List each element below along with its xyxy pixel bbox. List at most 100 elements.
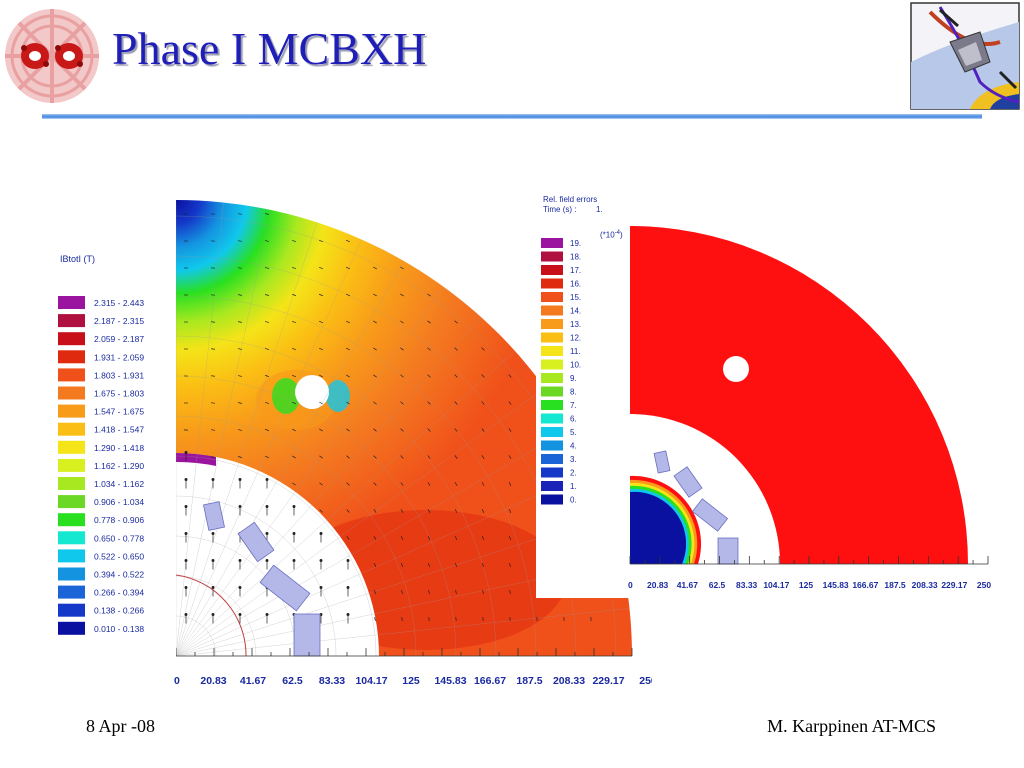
field-vector xyxy=(346,455,350,459)
error-plot-axis-labels: 0 20.83 41.67 62.5 83.33 104.17 125 145.83 166.6… xyxy=(628,580,991,590)
field-vector xyxy=(400,563,404,567)
legend-value-label: 0. xyxy=(570,496,577,505)
field-vector xyxy=(264,267,270,269)
legend-range-label: 1.418 - 1.547 xyxy=(94,425,144,435)
axis-tick-label: 250 xyxy=(977,580,991,590)
axis-tick-label: 20.83 xyxy=(647,580,669,590)
legend-range-label: 1.931 - 2.059 xyxy=(94,352,144,362)
legend-swatch xyxy=(58,404,85,418)
title-divider xyxy=(42,114,982,119)
legend-swatch xyxy=(541,305,563,316)
legend-swatch xyxy=(58,621,85,635)
mesh-line xyxy=(176,239,362,656)
legend-value-label: 17. xyxy=(570,266,581,275)
axis-tick-label: 62.5 xyxy=(282,675,303,687)
legend-range-label: 0.522 - 0.650 xyxy=(94,551,144,561)
legend-swatch xyxy=(541,251,563,262)
field-vector xyxy=(401,616,403,622)
axis-tick-label: 250 xyxy=(639,675,652,687)
axis-tick-label: 145.83 xyxy=(823,580,849,590)
exponent-power: -4 xyxy=(614,230,621,236)
field-legend: 2.315 - 2.443 2.187 - 2.315 2.059 - 2.187 1… xyxy=(58,296,144,635)
field-vector xyxy=(346,320,350,324)
field-vector xyxy=(292,455,296,459)
legend-value-label: 6. xyxy=(570,415,577,424)
legend-range-label: 2.315 - 2.443 xyxy=(94,298,144,308)
legend-value-label: 13. xyxy=(570,320,581,329)
field-vector xyxy=(454,455,458,459)
field-vector-head xyxy=(319,559,323,562)
field-vector-head xyxy=(265,505,269,508)
axis-tick-label: 187.5 xyxy=(516,675,542,687)
legend-range-label: 0.394 - 0.522 xyxy=(94,570,144,580)
field-vector xyxy=(454,401,458,405)
field-vector xyxy=(427,347,431,351)
legend-swatch xyxy=(541,292,563,302)
legend-swatch xyxy=(541,346,563,356)
field-vector xyxy=(237,402,243,404)
legend-range-label: 2.187 - 2.315 xyxy=(94,316,144,326)
mesh-line xyxy=(176,495,337,656)
field-vector xyxy=(373,536,377,540)
field-vector-head xyxy=(184,613,188,616)
field-vector xyxy=(455,616,457,622)
legend-swatch xyxy=(58,585,85,599)
field-vector xyxy=(265,428,269,432)
legend-range-label: 0.266 - 0.394 xyxy=(94,588,144,598)
field-vector-head xyxy=(346,586,350,589)
field-vector xyxy=(319,455,323,459)
field-vector xyxy=(481,374,485,378)
legend-value-label: 9. xyxy=(570,374,577,383)
field-vector xyxy=(373,401,377,405)
field-vector-head xyxy=(265,532,269,535)
footer-author: M. Karppinen AT-MCS xyxy=(767,716,936,736)
error-core-region xyxy=(630,475,702,564)
field-vector xyxy=(292,428,296,432)
mesh-line xyxy=(176,575,257,656)
legend-range-label: 0.778 - 0.906 xyxy=(94,515,144,525)
legend-range-label: 0.010 - 0.138 xyxy=(94,624,144,634)
field-vector xyxy=(291,321,297,323)
field-vector xyxy=(264,401,270,405)
field-vector-head xyxy=(211,478,215,481)
error-scale-exponent: (*10-4) xyxy=(600,230,623,240)
field-vector xyxy=(373,374,377,378)
field-vector xyxy=(264,240,270,242)
field-legend-title: IBtotI (T) xyxy=(60,254,96,264)
mesh-line xyxy=(176,615,217,656)
field-vector xyxy=(373,428,377,432)
field-vector xyxy=(427,562,431,568)
field-vector xyxy=(319,374,323,378)
legend-value-label: 18. xyxy=(570,253,581,262)
field-vector xyxy=(428,589,430,595)
field-vector xyxy=(292,347,296,351)
field-vector-head xyxy=(346,559,350,562)
field-vector xyxy=(237,456,243,458)
mesh-line xyxy=(176,455,377,656)
field-vector xyxy=(237,240,243,242)
field-vector xyxy=(454,428,458,432)
field-vector xyxy=(373,509,377,513)
legend-swatch xyxy=(541,319,563,329)
field-vector xyxy=(210,429,216,431)
legend-range-label: 0.906 - 1.034 xyxy=(94,497,144,507)
mesh-line xyxy=(176,295,537,656)
legend-swatch xyxy=(58,296,85,309)
field-vector xyxy=(346,428,350,432)
field-vector-head xyxy=(184,559,188,562)
field-vector xyxy=(400,266,404,270)
exponent-prefix: (*10 xyxy=(600,230,615,240)
field-vector-head xyxy=(265,478,269,481)
legend-swatch xyxy=(541,373,563,383)
legend-value-label: 11. xyxy=(570,347,581,356)
legend-swatch xyxy=(541,427,563,437)
field-vector xyxy=(346,266,350,270)
field-vector xyxy=(319,509,323,513)
field-vector xyxy=(237,375,243,377)
field-vector xyxy=(454,320,458,324)
legend-swatch xyxy=(58,477,85,490)
field-vector xyxy=(427,455,431,459)
axis-tick-label: 166.67 xyxy=(852,580,878,590)
axis-tick-label: 20.83 xyxy=(200,675,226,687)
field-vector xyxy=(455,589,457,595)
